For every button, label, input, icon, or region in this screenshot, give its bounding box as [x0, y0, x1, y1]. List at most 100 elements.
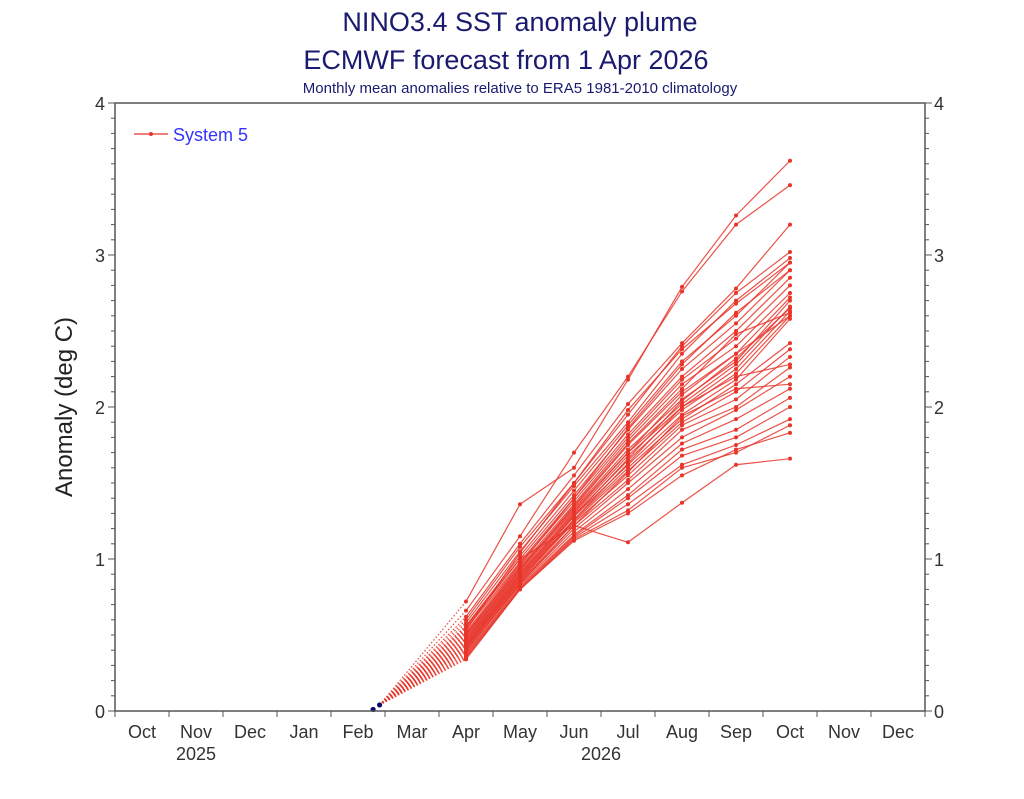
forecast-point: [734, 213, 738, 218]
forecast-point: [788, 283, 792, 288]
forecast-member: [379, 268, 792, 706]
forecast-point: [788, 158, 792, 163]
forecast-member: [379, 382, 792, 706]
series-layer: [370, 158, 792, 713]
forecast-point: [680, 341, 684, 346]
forecast-point: [626, 450, 630, 455]
forecast-point: [680, 453, 684, 458]
forecast-point: [734, 382, 738, 387]
forecast-point: [680, 462, 684, 467]
y-tick-label: 2: [95, 398, 105, 418]
forecast-point: [680, 359, 684, 364]
forecast-connector: [379, 642, 467, 706]
tick-labels: 0 0 1 1 2 2 3 3 4 4 Oct Nov Dec Jan Feb Mar Apr May Jun Jul…: [95, 94, 944, 764]
x-tick-label: May: [503, 722, 537, 742]
forecast-point: [680, 351, 684, 356]
forecast-point: [464, 608, 468, 613]
forecast-connector: [379, 655, 467, 706]
forecast-point: [626, 435, 630, 440]
forecast-point: [626, 511, 630, 516]
x-tick-label: Oct: [128, 722, 156, 742]
x-tick-label: Jul: [616, 722, 639, 742]
forecast-point: [518, 534, 522, 539]
forecast-point: [788, 423, 792, 428]
forecast-connector: [379, 628, 467, 706]
forecast-member: [379, 183, 792, 706]
forecast-member: [379, 222, 792, 706]
forecast-connector: [379, 652, 467, 706]
x-tick-label: Feb: [342, 722, 373, 742]
forecast-member: [379, 430, 792, 706]
year-label: 2026: [581, 744, 621, 764]
forecast-point: [680, 465, 684, 470]
forecast-member: [379, 260, 792, 706]
forecast-point: [464, 657, 468, 662]
forecast-point: [788, 222, 792, 227]
forecast-point: [734, 362, 738, 367]
forecast-point: [734, 408, 738, 413]
forecast-point: [788, 256, 792, 261]
forecast-point: [734, 371, 738, 376]
y-tick-label: 3: [95, 246, 105, 266]
forecast-point: [518, 578, 522, 583]
forecast-point: [518, 581, 522, 586]
year-label: 2025: [176, 744, 216, 764]
forecast-point: [572, 488, 576, 493]
forecast-point: [680, 447, 684, 452]
forecast-connector: [379, 645, 467, 706]
forecast-point: [734, 344, 738, 349]
forecast-point: [788, 268, 792, 273]
legend-label: System 5: [173, 125, 248, 145]
forecast-connector: [379, 651, 467, 706]
forecast-point: [734, 356, 738, 361]
forecast-point: [572, 465, 576, 470]
x-tick-label: Jan: [289, 722, 318, 742]
forecast-point: [680, 435, 684, 440]
forecast-member: [379, 362, 792, 706]
forecast-point: [572, 503, 576, 508]
forecast-point: [626, 461, 630, 466]
forecast-connector: [379, 610, 467, 706]
x-tick-label: Dec: [234, 722, 266, 742]
forecast-line: [465, 184, 791, 612]
forecast-point: [680, 386, 684, 391]
forecast-point: [680, 289, 684, 294]
forecast-point: [788, 291, 792, 295]
forecast-point: [734, 367, 738, 371]
forecast-point: [734, 359, 738, 364]
forecast-point: [788, 341, 792, 346]
forecast-point: [572, 514, 576, 519]
forecast-point: [626, 502, 630, 507]
chart-title: NINO3.4 SST anomaly plume: [342, 7, 697, 37]
forecast-point: [788, 405, 792, 409]
forecast-point: [680, 362, 684, 367]
forecast-point: [626, 493, 630, 498]
forecast-point: [626, 441, 630, 446]
forecast-connector: [379, 640, 467, 706]
y-tick-label: 0: [95, 702, 105, 722]
x-tick-label: Oct: [776, 722, 804, 742]
forecast-connector: [379, 637, 467, 706]
forecast-point: [572, 538, 576, 543]
forecast-connector: [379, 616, 467, 706]
forecast-point: [518, 587, 522, 592]
forecast-point: [734, 301, 738, 306]
forecast-point: [626, 487, 630, 492]
x-tick-label: Apr: [452, 722, 480, 742]
forecast-point: [680, 398, 684, 403]
forecast-point: [572, 517, 576, 522]
forecast-point: [626, 374, 630, 379]
forecast-point: [626, 477, 630, 482]
forecast-point: [788, 260, 792, 265]
forecast-point: [680, 374, 684, 379]
x-tick-label: Jun: [559, 722, 588, 742]
forecast-point: [788, 183, 792, 188]
y-tick-label-right: 1: [934, 550, 944, 570]
forecast-point: [464, 645, 468, 650]
x-tick-label: Aug: [666, 722, 698, 742]
forecast-point: [788, 310, 792, 315]
y-tick-label: 1: [95, 550, 105, 570]
forecast-point: [680, 401, 684, 406]
forecast-point: [788, 249, 792, 254]
forecast-point: [788, 306, 792, 311]
